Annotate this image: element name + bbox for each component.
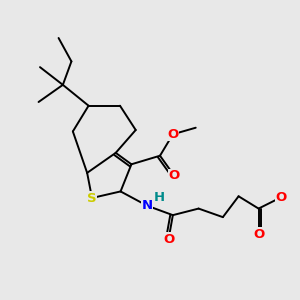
Text: N: N	[142, 199, 153, 212]
Text: O: O	[253, 228, 264, 241]
Text: O: O	[169, 169, 180, 182]
Text: S: S	[87, 191, 97, 205]
Text: O: O	[167, 128, 178, 141]
Text: O: O	[163, 232, 174, 246]
Text: O: O	[276, 190, 287, 204]
Text: H: H	[154, 190, 165, 204]
